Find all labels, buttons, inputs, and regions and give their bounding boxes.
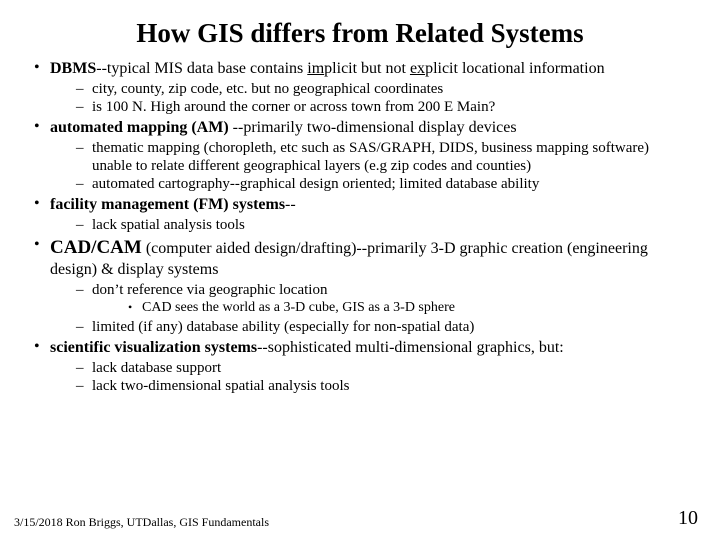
footer-text: 3/15/2018 Ron Briggs, UTDallas, GIS Fund…	[14, 515, 269, 530]
sub-item: lack database support	[74, 359, 692, 377]
subsub-list: CAD sees the world as a 3-D cube, GIS as…	[92, 300, 692, 317]
sub-item: lack spatial analysis tools	[74, 216, 692, 234]
sub-item: is 100 N. High around the corner or acro…	[74, 98, 692, 116]
sub-list: city, county, zip code, etc. but no geog…	[50, 80, 692, 116]
page-number: 10	[678, 507, 698, 530]
sub-item: automated cartography--graphical design …	[74, 175, 692, 193]
bullet-list: DBMS--typical MIS data base contains imp…	[28, 59, 692, 395]
sub-item: thematic mapping (choropleth, etc such a…	[74, 139, 692, 175]
sub-item: lack two-dimensional spatial analysis to…	[74, 377, 692, 395]
sub-item-text: automated cartography--graphical design …	[92, 176, 539, 192]
list-item: automated mapping (AM) --primarily two-d…	[28, 118, 692, 193]
list-item: CAD/CAM (computer aided design/drafting)…	[28, 236, 692, 336]
list-item: DBMS--typical MIS data base contains imp…	[28, 59, 692, 116]
sub-item: city, county, zip code, etc. but no geog…	[74, 80, 692, 98]
sub-list: thematic mapping (choropleth, etc such a…	[50, 139, 692, 193]
sub-item-text: lack database support	[92, 360, 221, 376]
sub-item-text: lack spatial analysis tools	[92, 217, 245, 233]
sub-list: don’t reference via geographic location C…	[50, 281, 692, 336]
sub-item-text: thematic mapping (choropleth, etc such a…	[92, 140, 649, 174]
sub-item-text: city, county, zip code, etc. but no geog…	[92, 81, 443, 97]
sub-item: limited (if any) database ability (espec…	[74, 318, 692, 336]
sub-item-text: is 100 N. High around the corner or acro…	[92, 99, 495, 115]
item-head: automated mapping (AM) --primarily two-d…	[50, 118, 692, 138]
item-head: CAD/CAM (computer aided design/drafting)…	[50, 236, 692, 280]
subsub-item: CAD sees the world as a 3-D cube, GIS as…	[128, 300, 692, 317]
sub-item-text: don’t reference via geographic location	[92, 282, 327, 298]
sub-list: lack database support lack two-dimensiona…	[50, 359, 692, 395]
item-head: facility management (FM) systems--	[50, 195, 692, 215]
sub-item: don’t reference via geographic location C…	[74, 281, 692, 317]
item-head: scientific visualization systems--sophis…	[50, 338, 692, 358]
list-item: scientific visualization systems--sophis…	[28, 338, 692, 395]
list-item: facility management (FM) systems-- lack s…	[28, 195, 692, 234]
sub-item-text: limited (if any) database ability (espec…	[92, 319, 474, 335]
sub-list: lack spatial analysis tools	[50, 216, 692, 234]
sub-item-text: lack two-dimensional spatial analysis to…	[92, 378, 349, 394]
item-head: DBMS--typical MIS data base contains imp…	[50, 59, 692, 79]
slide-title: How GIS differs from Related Systems	[28, 18, 692, 49]
